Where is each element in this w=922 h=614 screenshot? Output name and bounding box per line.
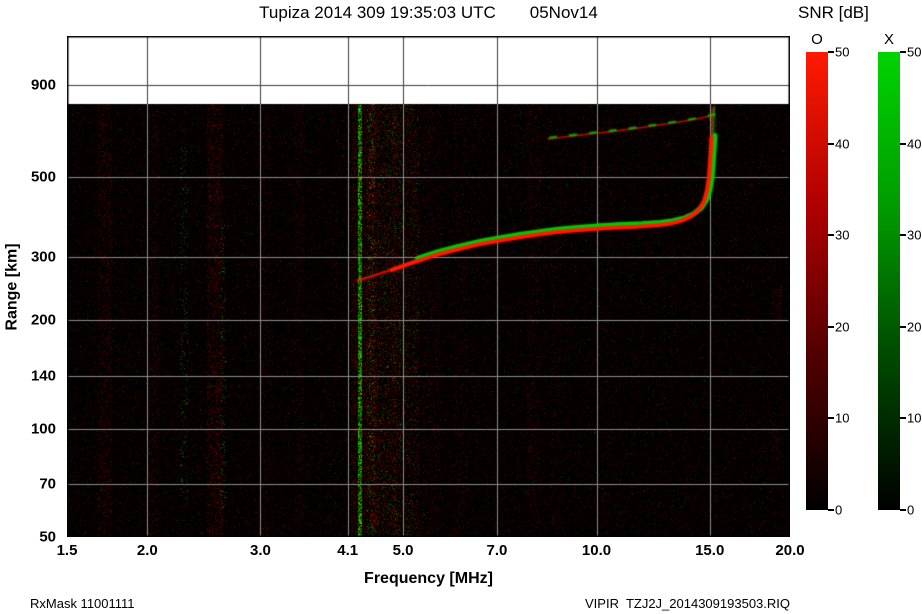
x-axis-title: Frequency [MHz] — [364, 570, 493, 587]
x-tick-label: 10.0 — [581, 542, 612, 559]
y-axis-title: Range [km] — [0, 36, 26, 537]
colorbar-tick-mark — [900, 509, 906, 511]
x-mode-colorbar — [878, 52, 900, 510]
colorbar-tick-mark — [828, 142, 834, 145]
colorbar-tick-label: 20 — [907, 319, 922, 335]
x-mode-label: X — [883, 31, 894, 48]
o-mode-label: O — [811, 31, 823, 48]
colorbar-tick-mark — [828, 509, 834, 511]
colorbar-tick-mark — [900, 142, 906, 145]
colorbar-tick-mark — [900, 234, 906, 237]
colorbar-tick-label: 10 — [907, 410, 922, 426]
x-tick-label: 15.0 — [695, 542, 725, 559]
colorbar-tick-label: 40 — [835, 136, 850, 152]
x-tick-label: 4.1 — [337, 542, 359, 559]
colorbar-tick-mark — [828, 234, 834, 237]
station-timestamp-title: Tupiza 2014 309 19:35:03 UTC — [259, 3, 496, 22]
x-tick-label: 3.0 — [250, 542, 271, 559]
colorbar-tick-label: 20 — [835, 319, 850, 335]
y-tick-label: 140 — [30, 367, 56, 385]
y-tick-label: 70 — [39, 475, 56, 493]
colorbar-tick-mark — [828, 51, 834, 53]
colorbar-tick-label: 0 — [907, 502, 915, 518]
x-tick-label: 20.0 — [775, 542, 805, 559]
colorbar-tick-label: 10 — [835, 410, 850, 426]
file-name-label: VIPIR TZJ2J_2014309193503.RIQ — [585, 596, 790, 611]
colorbar-tick-label: 30 — [907, 227, 922, 243]
colorbar-tick-label: 50 — [907, 44, 922, 60]
plot-title: Tupiza 2014 309 19:35:03 UTC 05Nov14 — [67, 3, 790, 23]
x-tick-label: 1.5 — [56, 542, 78, 559]
colorbar-tick-mark — [828, 417, 834, 420]
rxmask-label: RxMask 11001111 — [30, 596, 135, 611]
y-tick-label: 100 — [30, 420, 56, 438]
y-tick-label: 50 — [39, 528, 56, 546]
y-tick-label: 900 — [30, 76, 56, 94]
colorbar-tick-mark — [900, 51, 906, 53]
colorbar-tick-mark — [828, 325, 834, 328]
colorbar-tick-label: 30 — [835, 227, 850, 243]
x-tick-label: 2.0 — [136, 542, 158, 559]
y-tick-label: 500 — [30, 168, 56, 186]
snr-colorbar-title: SNR [dB] — [798, 3, 869, 22]
y-axis-title-text: Range [km] — [4, 242, 21, 331]
colorbar-tick-label: 50 — [835, 44, 850, 60]
y-tick-label: 200 — [30, 311, 56, 329]
colorbar-tick-mark — [900, 325, 906, 328]
x-tick-label: 5.0 — [392, 542, 414, 559]
y-tick-label: 300 — [30, 248, 56, 266]
colorbar-tick-label: 40 — [907, 136, 922, 152]
date-label: 05Nov14 — [529, 3, 598, 22]
ionogram-plot-canvas — [67, 36, 790, 537]
colorbar-tick-label: 0 — [835, 502, 843, 518]
x-tick-label: 7.0 — [486, 542, 508, 559]
colorbar-tick-mark — [900, 417, 906, 420]
o-mode-colorbar — [806, 52, 828, 510]
